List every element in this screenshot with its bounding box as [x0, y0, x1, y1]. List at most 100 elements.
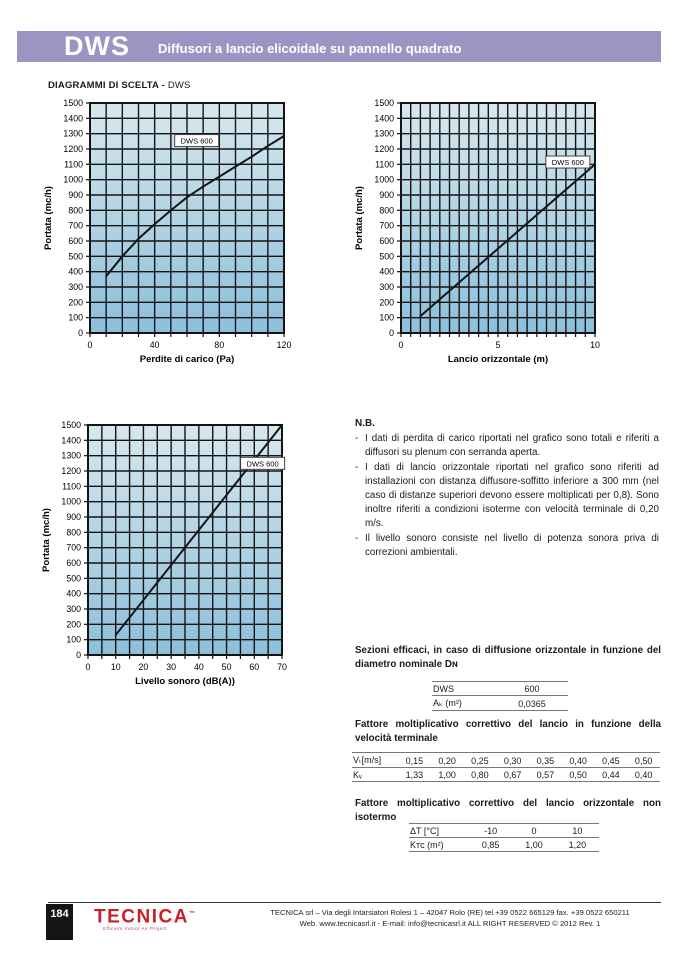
table-cell-value: 0,40 [569, 755, 587, 766]
footer-divider [48, 902, 661, 903]
fattore-velocita-heading: Fattore moltiplicativo correttivo del la… [355, 719, 661, 744]
svg-text:900: 900 [379, 190, 394, 200]
sezioni-heading: Sezioni efficaci, in caso di diffusione … [355, 645, 661, 670]
svg-text:0: 0 [86, 662, 91, 672]
section-title-normal: DWS [167, 80, 191, 91]
table-cell-value: 0,80 [471, 770, 489, 780]
table-cell-value: 0,57 [536, 770, 555, 780]
series-label-perdite-di-carico: DWS 600 [174, 134, 220, 148]
series-label-lancio-orizzontale: DWS 600 [545, 155, 591, 169]
chart-svg-perdite-di-carico: 0100200300400500600700800900100011001200… [43, 98, 292, 365]
svg-text:100: 100 [68, 313, 83, 323]
fattore-velocita-table: Vₜ[m/s] 0,15 0,20 0,25 0,30 0,35 0,40 0,45 0,50 K… [352, 752, 660, 782]
svg-text:DWS 600: DWS 600 [247, 459, 279, 468]
footer-line1: TECNICA srl – Via degli Intarsiatori Rol… [270, 908, 630, 917]
table-cell-value: 0,50 [634, 755, 653, 766]
chart-lancio-orizzontale: 0 100 200 300 400 500 600 700 800 900 1000 1100 1200… [353, 95, 607, 372]
page-number: 184 [46, 904, 73, 940]
table-cell-value: 10 [572, 826, 583, 836]
table-cell-value: 0,44 [602, 770, 620, 780]
svg-text:600: 600 [379, 236, 394, 246]
tecnica-logo: TECNICA™ Efficient Indoor Air Project [94, 905, 224, 931]
table-cell-value: 0 [531, 826, 537, 836]
svg-text:1000: 1000 [374, 175, 394, 185]
table-cell-value: 0,50 [569, 770, 587, 780]
nb-list: -I dati di perdita di carico riportati n… [355, 432, 659, 560]
section-title: DIAGRAMMI DI SCELTA - DWS [48, 80, 191, 91]
table-row: ΔT [°C] -10 0 10 [409, 824, 599, 838]
svg-text:100: 100 [379, 313, 394, 323]
svg-text:800: 800 [66, 527, 81, 537]
svg-text:Portata (mc/h): Portata (mc/h) [43, 186, 54, 250]
table-cell-label: Kᴛᴄ (m²) [410, 840, 444, 850]
svg-text:600: 600 [68, 236, 83, 246]
svg-text:Portata (mc/h): Portata (mc/h) [41, 508, 52, 572]
svg-text:900: 900 [66, 512, 81, 522]
svg-text:60: 60 [249, 662, 259, 672]
svg-text:1000: 1000 [63, 175, 83, 185]
table-row: Vₜ[m/s] 0,15 0,20 0,25 0,30 0,35 0,40 0,45 0,50 [352, 753, 660, 768]
svg-text:0: 0 [389, 328, 394, 338]
table-cell-value: 600 [524, 684, 540, 694]
svg-text:20: 20 [139, 662, 149, 672]
svg-text:80: 80 [214, 340, 224, 350]
svg-text:0: 0 [88, 340, 93, 350]
svg-text:10: 10 [590, 340, 600, 350]
section-title-bold: DIAGRAMMI DI SCELTA - [48, 80, 165, 91]
table-cell-label: ΔT [°C] [410, 826, 439, 836]
table-cell-label: Kᵥ [353, 770, 362, 780]
svg-text:1200: 1200 [61, 466, 81, 476]
footer-line2: Web. www.tecnicasrl.it - E-mail: info@te… [299, 919, 601, 928]
svg-text:800: 800 [68, 205, 83, 215]
svg-text:300: 300 [68, 282, 83, 292]
svg-text:DWS 600: DWS 600 [181, 137, 213, 146]
svg-text:400: 400 [68, 267, 83, 277]
table-row: DWS 600 [432, 682, 568, 696]
svg-text:400: 400 [66, 589, 81, 599]
nb-item-text: Il livello sonoro consiste nel livello d… [365, 532, 659, 558]
svg-text:1200: 1200 [63, 144, 83, 154]
svg-text:1100: 1100 [375, 159, 394, 169]
svg-text:0: 0 [78, 328, 83, 338]
svg-text:900: 900 [68, 190, 83, 200]
table-cell-value: 0,45 [602, 755, 620, 766]
svg-text:200: 200 [379, 297, 394, 307]
table-cell-label: Aₖ (m²) [433, 698, 462, 708]
nb-item-dash: - [355, 461, 359, 473]
svg-text:600: 600 [66, 558, 81, 568]
table-row: Kᵥ 1,33 1,00 0,80 0,67 0,57 0,50 0,44 0,40 [352, 768, 660, 782]
svg-text:10: 10 [111, 662, 121, 672]
table-cell-value: 0,40 [634, 770, 653, 780]
svg-text:700: 700 [379, 221, 394, 231]
svg-text:200: 200 [68, 297, 83, 307]
svg-text:DWS 600: DWS 600 [552, 158, 584, 167]
svg-text:Livello sonoro (dB(A)): Livello sonoro (dB(A)) [135, 676, 235, 687]
nb-item: - Il livello sonoro consiste nel livello … [355, 532, 659, 560]
svg-text:1100: 1100 [64, 159, 83, 169]
svg-text:1300: 1300 [374, 129, 394, 139]
table-cell-value: 0,0365 [518, 698, 546, 709]
table-cell-value: 0,85 [481, 840, 500, 850]
svg-text:70: 70 [277, 662, 287, 672]
svg-text:1400: 1400 [63, 113, 83, 123]
nb-item-dash: - [355, 532, 359, 544]
table-cell-value: 1,20 [568, 840, 587, 850]
svg-text:120: 120 [277, 340, 292, 350]
svg-text:Portata (mc/h): Portata (mc/h) [354, 186, 365, 250]
footer-address: TECNICA srl – Via degli Intarsiatori Rol… [240, 907, 660, 929]
svg-text:800: 800 [379, 205, 394, 215]
svg-text:500: 500 [379, 251, 394, 261]
svg-text:Perdite di carico (Pa): Perdite di carico (Pa) [140, 354, 235, 365]
chart-svg-lancio-orizzontale: 0100200300400500600700800900100011001200… [354, 98, 600, 365]
header-banner: DWS Diffusori a lancio elicoidale su pan… [17, 31, 661, 62]
svg-text:0: 0 [76, 650, 81, 660]
svg-text:1300: 1300 [63, 129, 83, 139]
svg-text:50: 50 [222, 662, 232, 672]
table-cell-label: Vₜ[m/s] [353, 755, 382, 765]
svg-text:500: 500 [66, 573, 81, 583]
nb-item-text: I dati di perdita di carico riportati ne… [365, 433, 659, 459]
svg-text:1500: 1500 [61, 420, 81, 430]
nb-item-dash: - [355, 433, 359, 445]
svg-text:300: 300 [379, 282, 394, 292]
fattore-isotermo-table: ΔT [°C] -10 0 10 Kᴛᴄ (m²) 0,85 1,00 1,20 [409, 823, 599, 852]
